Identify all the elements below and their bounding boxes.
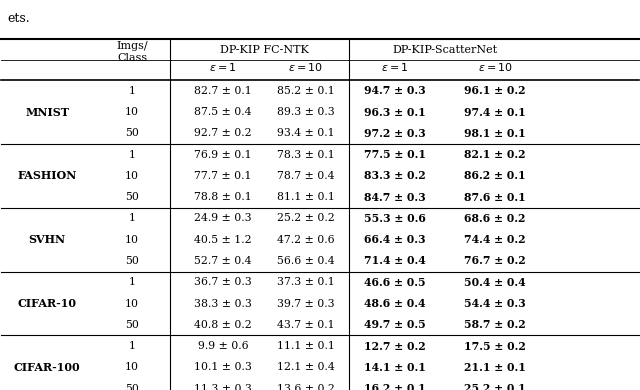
Text: 78.7 ± 0.4: 78.7 ± 0.4: [277, 171, 335, 181]
Text: 36.7 ± 0.3: 36.7 ± 0.3: [195, 277, 252, 287]
Text: 50: 50: [125, 192, 139, 202]
Text: 74.4 ± 0.2: 74.4 ± 0.2: [465, 234, 526, 245]
Text: 78.3 ± 0.1: 78.3 ± 0.1: [277, 150, 335, 160]
Text: 93.4 ± 0.1: 93.4 ± 0.1: [277, 128, 335, 138]
Text: 83.3 ± 0.2: 83.3 ± 0.2: [364, 170, 426, 181]
Text: 84.7 ± 0.3: 84.7 ± 0.3: [364, 191, 426, 203]
Text: 50: 50: [125, 384, 139, 390]
Text: SVHN: SVHN: [29, 234, 66, 245]
Text: 25.2 ± 0.1: 25.2 ± 0.1: [465, 383, 526, 390]
Text: 46.6 ± 0.5: 46.6 ± 0.5: [364, 277, 426, 288]
Text: 24.9 ± 0.3: 24.9 ± 0.3: [195, 213, 252, 223]
Text: Class: Class: [117, 53, 147, 63]
Text: 11.3 ± 0.3: 11.3 ± 0.3: [194, 384, 252, 390]
Text: 96.1 ± 0.2: 96.1 ± 0.2: [465, 85, 526, 96]
Text: 50.4 ± 0.4: 50.4 ± 0.4: [465, 277, 526, 288]
Text: 10: 10: [125, 171, 139, 181]
Text: 85.2 ± 0.1: 85.2 ± 0.1: [277, 86, 335, 96]
Text: 21.1 ± 0.1: 21.1 ± 0.1: [464, 362, 526, 373]
Text: 78.8 ± 0.1: 78.8 ± 0.1: [195, 192, 252, 202]
Text: 82.7 ± 0.1: 82.7 ± 0.1: [195, 86, 252, 96]
Text: 25.2 ± 0.2: 25.2 ± 0.2: [277, 213, 335, 223]
Text: FASHION: FASHION: [17, 170, 77, 181]
Text: 77.7 ± 0.1: 77.7 ± 0.1: [195, 171, 252, 181]
Text: 52.7 ± 0.4: 52.7 ± 0.4: [195, 256, 252, 266]
Text: MNIST: MNIST: [25, 106, 69, 117]
Text: 37.3 ± 0.1: 37.3 ± 0.1: [277, 277, 335, 287]
Text: 47.2 ± 0.6: 47.2 ± 0.6: [277, 235, 335, 245]
Text: 49.7 ± 0.5: 49.7 ± 0.5: [364, 319, 426, 330]
Text: 17.5 ± 0.2: 17.5 ± 0.2: [464, 340, 526, 351]
Text: $\epsilon = 1$: $\epsilon = 1$: [381, 61, 409, 73]
Text: 56.6 ± 0.4: 56.6 ± 0.4: [277, 256, 335, 266]
Text: ets.: ets.: [8, 12, 30, 25]
Text: 76.9 ± 0.1: 76.9 ± 0.1: [195, 150, 252, 160]
Text: 97.2 ± 0.3: 97.2 ± 0.3: [364, 128, 426, 139]
Text: 76.7 ± 0.2: 76.7 ± 0.2: [465, 255, 526, 266]
Text: 48.6 ± 0.4: 48.6 ± 0.4: [364, 298, 426, 309]
Text: 1: 1: [129, 150, 136, 160]
Text: 10.1 ± 0.3: 10.1 ± 0.3: [194, 362, 252, 372]
Text: 16.2 ± 0.1: 16.2 ± 0.1: [364, 383, 426, 390]
Text: 71.4 ± 0.4: 71.4 ± 0.4: [364, 255, 426, 266]
Text: DP-KIP-ScatterNet: DP-KIP-ScatterNet: [393, 45, 498, 55]
Text: 40.5 ± 1.2: 40.5 ± 1.2: [195, 235, 252, 245]
Text: 94.7 ± 0.3: 94.7 ± 0.3: [364, 85, 426, 96]
Text: Imgs/: Imgs/: [116, 41, 148, 51]
Text: 54.4 ± 0.3: 54.4 ± 0.3: [465, 298, 526, 309]
Text: 10: 10: [125, 235, 139, 245]
Text: 38.3 ± 0.3: 38.3 ± 0.3: [194, 298, 252, 308]
Text: 50: 50: [125, 320, 139, 330]
Text: 55.3 ± 0.6: 55.3 ± 0.6: [364, 213, 426, 224]
Text: 87.5 ± 0.4: 87.5 ± 0.4: [195, 107, 252, 117]
Text: 87.6 ± 0.1: 87.6 ± 0.1: [465, 191, 526, 203]
Text: 1: 1: [129, 277, 136, 287]
Text: 92.7 ± 0.2: 92.7 ± 0.2: [195, 128, 252, 138]
Text: 68.6 ± 0.2: 68.6 ± 0.2: [465, 213, 526, 224]
Text: CIFAR-100: CIFAR-100: [14, 362, 81, 373]
Text: 11.1 ± 0.1: 11.1 ± 0.1: [277, 341, 335, 351]
Text: DP-KIP FC-NTK: DP-KIP FC-NTK: [220, 45, 309, 55]
Text: 89.3 ± 0.3: 89.3 ± 0.3: [277, 107, 335, 117]
Text: 10: 10: [125, 107, 139, 117]
Text: 13.6 ± 0.2: 13.6 ± 0.2: [277, 384, 335, 390]
Text: 98.1 ± 0.1: 98.1 ± 0.1: [465, 128, 526, 139]
Text: 82.1 ± 0.2: 82.1 ± 0.2: [465, 149, 526, 160]
Text: 12.1 ± 0.4: 12.1 ± 0.4: [277, 362, 335, 372]
Text: 43.7 ± 0.1: 43.7 ± 0.1: [277, 320, 335, 330]
Text: 86.2 ± 0.1: 86.2 ± 0.1: [465, 170, 526, 181]
Text: 77.5 ± 0.1: 77.5 ± 0.1: [364, 149, 426, 160]
Text: 40.8 ± 0.2: 40.8 ± 0.2: [195, 320, 252, 330]
Text: 66.4 ± 0.3: 66.4 ± 0.3: [364, 234, 426, 245]
Text: 10: 10: [125, 298, 139, 308]
Text: 1: 1: [129, 213, 136, 223]
Text: 10: 10: [125, 362, 139, 372]
Text: $\epsilon = 10$: $\epsilon = 10$: [477, 61, 513, 73]
Text: 1: 1: [129, 341, 136, 351]
Text: 9.9 ± 0.6: 9.9 ± 0.6: [198, 341, 248, 351]
Text: 81.1 ± 0.1: 81.1 ± 0.1: [277, 192, 335, 202]
Text: 96.3 ± 0.1: 96.3 ± 0.1: [364, 106, 426, 117]
Text: 58.7 ± 0.2: 58.7 ± 0.2: [465, 319, 526, 330]
Text: 1: 1: [129, 86, 136, 96]
Text: 39.7 ± 0.3: 39.7 ± 0.3: [277, 298, 335, 308]
Text: 97.4 ± 0.1: 97.4 ± 0.1: [465, 106, 526, 117]
Text: 50: 50: [125, 128, 139, 138]
Text: 50: 50: [125, 256, 139, 266]
Text: 14.1 ± 0.1: 14.1 ± 0.1: [364, 362, 426, 373]
Text: $\epsilon = 10$: $\epsilon = 10$: [289, 61, 323, 73]
Text: CIFAR-10: CIFAR-10: [18, 298, 77, 309]
Text: $\epsilon = 1$: $\epsilon = 1$: [209, 61, 237, 73]
Text: 12.7 ± 0.2: 12.7 ± 0.2: [364, 340, 426, 351]
